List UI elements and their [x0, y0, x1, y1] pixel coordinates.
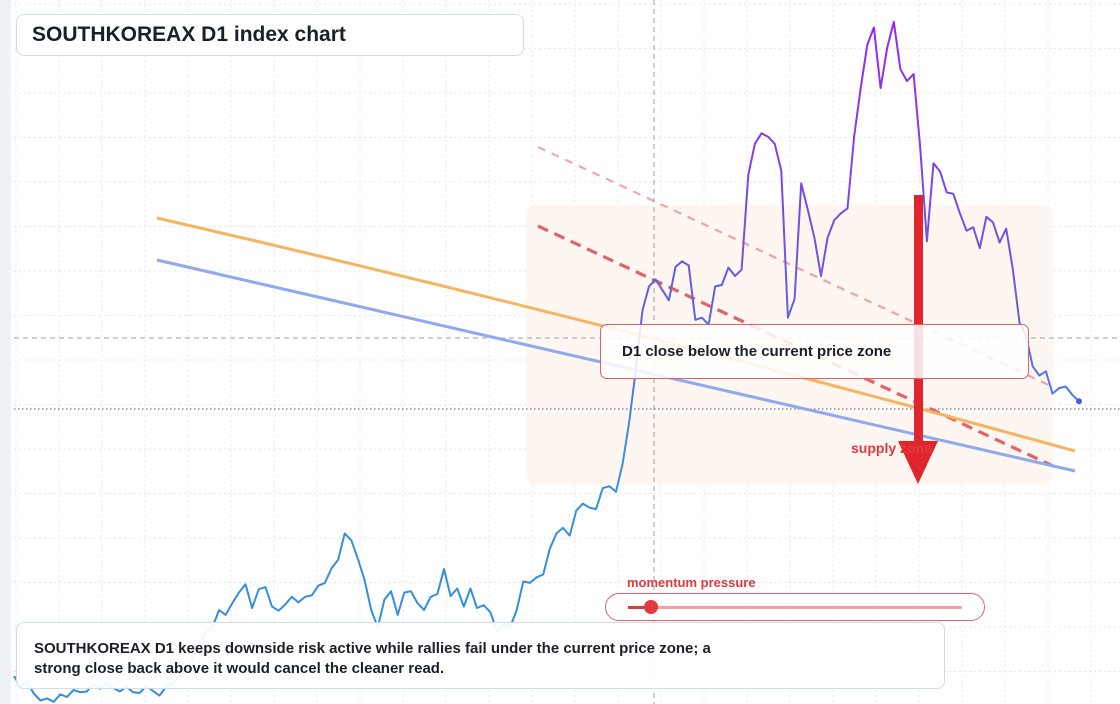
- bearish-arrow-head: [898, 441, 938, 484]
- bear-trendline: [537, 224, 1054, 468]
- bear-trendline-light: [537, 146, 1054, 388]
- left-edge-strip: [0, 0, 11, 704]
- momentum-fill: [628, 606, 652, 609]
- price-zone-callout: D1 close below the current price zone: [600, 324, 1029, 379]
- supply-zone-label: supply zone: [851, 440, 932, 456]
- summary-text: SOUTHKOREAX D1 keeps downside risk activ…: [34, 640, 711, 677]
- bearish-arrow-shaft: [914, 195, 923, 445]
- chart-title-box: SOUTHKOREAX D1 index chart: [16, 14, 524, 56]
- momentum-track: [628, 600, 962, 614]
- chart-title: SOUTHKOREAX D1 index chart: [32, 23, 346, 46]
- summary-box: SOUTHKOREAX D1 keeps downside risk activ…: [16, 622, 945, 689]
- callout-text: D1 close below the current price zone: [622, 343, 892, 360]
- momentum-meter: [605, 593, 985, 621]
- momentum-knob: [644, 600, 659, 614]
- last-price-dot: [1076, 398, 1082, 405]
- momentum-label: momentum pressure: [627, 575, 756, 590]
